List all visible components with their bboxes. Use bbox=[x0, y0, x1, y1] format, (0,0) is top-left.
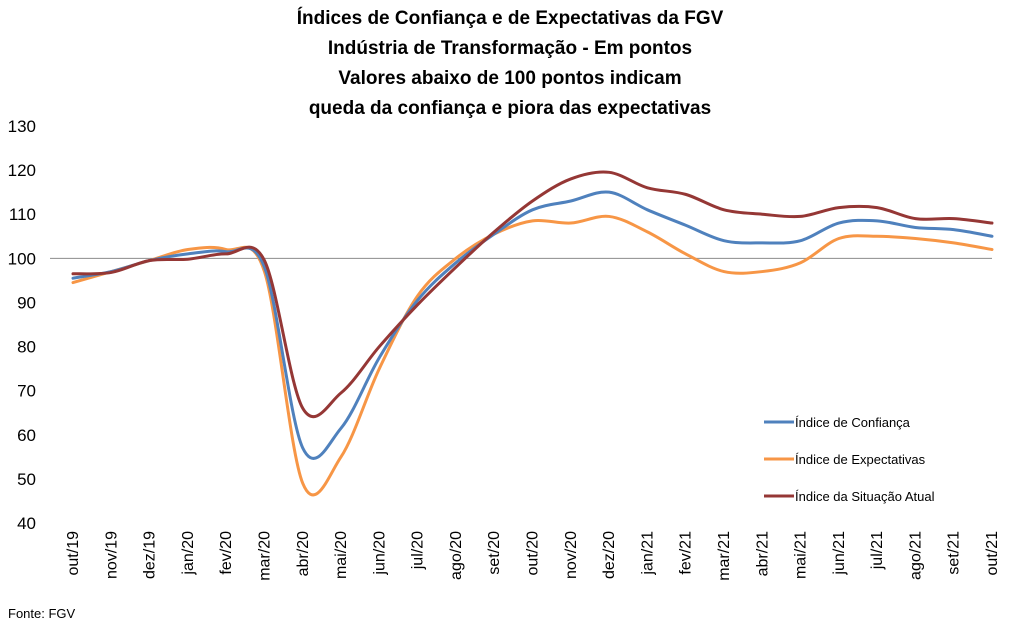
y-tick-label: 100 bbox=[8, 249, 36, 268]
legend-label: Índice da Situação Atual bbox=[795, 489, 935, 504]
x-tick-label: jul/21 bbox=[869, 531, 886, 570]
x-tick-label: set/21 bbox=[946, 531, 963, 575]
x-tick-label: jun/20 bbox=[371, 531, 388, 576]
chart-title-line-3: Valores abaixo de 100 pontos indicam bbox=[338, 68, 682, 89]
chart-title: Índices de Confiança e de Expectativas d… bbox=[160, 4, 860, 124]
x-tick-label: dez/19 bbox=[142, 531, 159, 579]
legend: Índice de Confiança Índice de Expectativa… bbox=[764, 415, 935, 504]
x-tick-label: mai/21 bbox=[793, 531, 810, 579]
legend-label: Índice de Confiança bbox=[795, 415, 911, 430]
x-tick-label: out/20 bbox=[525, 531, 542, 576]
x-tick-label: fev/21 bbox=[678, 531, 695, 575]
x-tick-label: nov/19 bbox=[103, 531, 120, 579]
y-tick-label: 130 bbox=[8, 117, 36, 136]
x-tick-label: nov/20 bbox=[563, 531, 580, 579]
y-tick-label: 80 bbox=[17, 338, 36, 357]
x-tick-label: abr/21 bbox=[754, 531, 771, 576]
series-line-2 bbox=[71, 170, 994, 418]
y-tick-label: 90 bbox=[17, 293, 36, 312]
legend-label: Índice de Expectativas bbox=[795, 452, 926, 467]
x-tick-label: mar/21 bbox=[716, 531, 733, 581]
x-tick-label: mai/20 bbox=[333, 531, 350, 579]
x-tick-label: mar/20 bbox=[256, 531, 273, 581]
y-axis: 40 50 60 70 80 90 100 110 120 130 bbox=[8, 117, 36, 533]
x-tick-label: ago/21 bbox=[907, 531, 924, 580]
y-tick-label: 50 bbox=[17, 470, 36, 489]
series-line-1 bbox=[71, 214, 994, 497]
x-tick-label: out/19 bbox=[65, 531, 82, 576]
x-axis: out/19 nov/19 dez/19 jan/20 fev/20 mar/20 abr/… bbox=[65, 531, 1001, 581]
series-group bbox=[71, 170, 994, 497]
x-tick-label: fev/20 bbox=[218, 531, 235, 575]
chart-title-line-1: Índices de Confiança e de Expectativas d… bbox=[296, 8, 724, 29]
x-tick-label: set/20 bbox=[486, 531, 503, 575]
x-tick-label: jul/20 bbox=[410, 531, 427, 570]
x-tick-label: out/21 bbox=[984, 531, 1001, 576]
x-tick-label: dez/20 bbox=[601, 531, 618, 579]
source-note: Fonte: FGV bbox=[8, 606, 76, 621]
x-tick-label: abr/20 bbox=[295, 531, 312, 576]
y-tick-label: 40 bbox=[17, 514, 36, 533]
y-tick-label: 120 bbox=[8, 161, 36, 180]
x-tick-label: ago/20 bbox=[448, 531, 465, 580]
x-tick-label: jun/21 bbox=[831, 531, 848, 576]
y-tick-label: 70 bbox=[17, 382, 36, 401]
y-tick-label: 110 bbox=[9, 205, 36, 224]
chart-title-line-4: queda da confiança e piora das expectati… bbox=[308, 98, 712, 119]
x-tick-label: jan/20 bbox=[180, 531, 197, 576]
chart-title-line-2: Indústria de Transformação - Em pontos bbox=[327, 38, 693, 59]
y-tick-label: 60 bbox=[17, 426, 36, 445]
x-tick-label: jan/21 bbox=[639, 531, 656, 576]
